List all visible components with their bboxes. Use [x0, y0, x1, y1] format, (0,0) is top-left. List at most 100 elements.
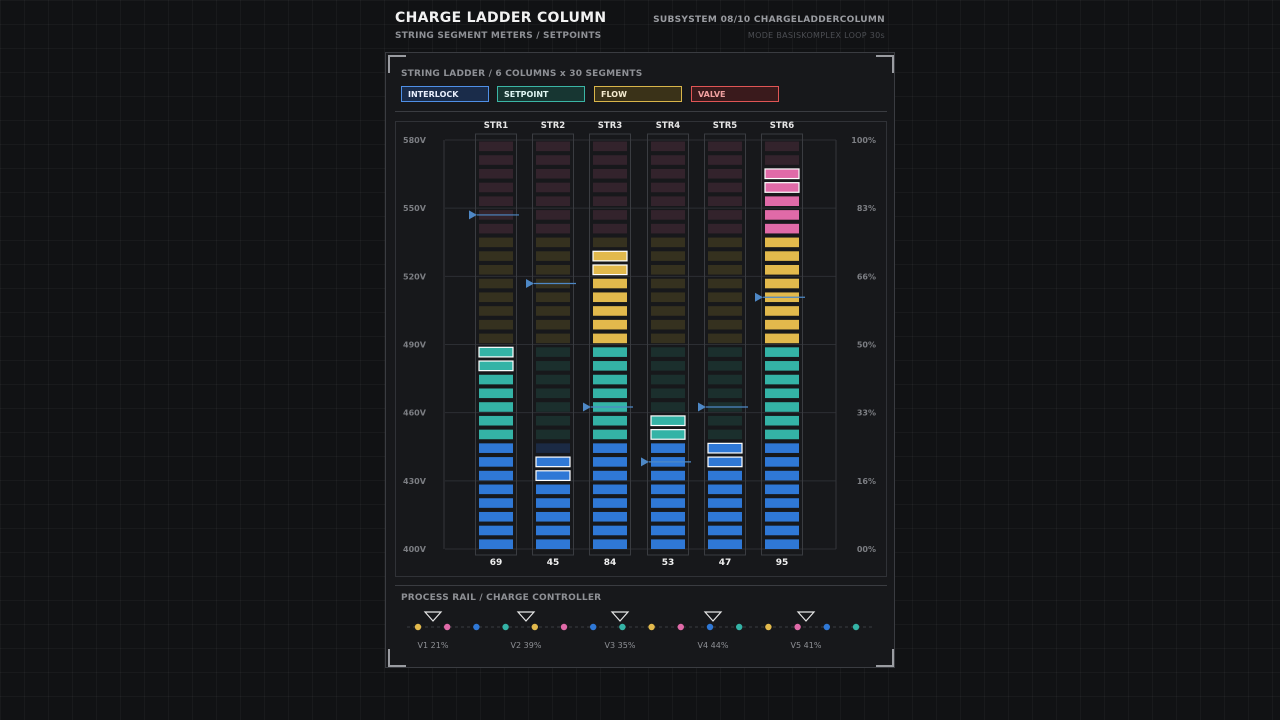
- column-frame: [761, 133, 803, 556]
- segment: [707, 442, 743, 454]
- column-header: STR5: [713, 121, 737, 131]
- segment: [708, 306, 742, 316]
- segment: [593, 457, 627, 467]
- segment: [536, 388, 570, 399]
- rail-node: [765, 623, 772, 631]
- segment: [536, 319, 570, 330]
- left-axis-tick: 580V: [403, 136, 427, 145]
- segment: [593, 361, 627, 371]
- segment: [536, 223, 570, 234]
- segment: [651, 319, 685, 330]
- segment: [535, 470, 571, 481]
- segment: [765, 498, 799, 508]
- segment: [765, 470, 799, 481]
- segment: [479, 511, 513, 522]
- segment: [651, 443, 685, 453]
- segment: [593, 210, 627, 220]
- segment: [708, 210, 742, 220]
- segment: [765, 210, 799, 220]
- segment: [708, 292, 742, 303]
- segment: [651, 388, 685, 399]
- segment: [593, 539, 627, 549]
- left-axis-tick: 550V: [403, 204, 427, 213]
- corner-bracket-br: [876, 649, 894, 667]
- segment: [593, 306, 627, 316]
- segment: [593, 443, 627, 453]
- valve-label: V3 35%: [605, 641, 636, 650]
- segment: [479, 374, 513, 385]
- segment: [651, 182, 685, 193]
- valve-icon: [516, 611, 536, 622]
- segment: [708, 196, 742, 206]
- segment: [651, 347, 685, 357]
- segment: [651, 237, 685, 248]
- ladder-chart-frame: [395, 121, 887, 577]
- segment: [479, 306, 513, 316]
- segment: [765, 333, 799, 344]
- segment: [536, 265, 570, 275]
- segment: [708, 525, 742, 536]
- segment: [593, 484, 627, 495]
- valve-icon: [610, 611, 630, 622]
- process-rail: V1 21% V2 39% V3 35% V4 44% V5 41%: [407, 611, 875, 650]
- segment: [593, 292, 627, 303]
- segment: [593, 347, 627, 357]
- segment: [593, 498, 627, 508]
- right-axis-tick: 16%: [857, 477, 876, 486]
- valve-label: V5 41%: [791, 641, 822, 650]
- segment: [708, 265, 742, 275]
- ladder-chart: 580V 100% 550V 83% 520V 66% 490V 50% 460V 33% 430V…: [403, 121, 876, 568]
- segment: [765, 484, 799, 495]
- segment: [479, 429, 513, 440]
- segment: [650, 429, 686, 440]
- segment: [479, 443, 513, 453]
- rail-node: [852, 623, 860, 631]
- segment: [765, 319, 799, 330]
- valve-icon: [703, 611, 723, 622]
- segment: [593, 415, 627, 426]
- segment: [593, 182, 627, 193]
- segment: [765, 223, 799, 234]
- column-frame: [647, 133, 689, 556]
- segment: [593, 388, 627, 399]
- segment: [479, 415, 513, 426]
- valve-icon: [796, 611, 816, 622]
- segment: [479, 470, 513, 481]
- segment: [536, 415, 570, 426]
- segment: [651, 265, 685, 275]
- rail-node: [414, 623, 422, 631]
- segment: [536, 484, 570, 495]
- segment: [593, 168, 627, 179]
- segment: [765, 155, 799, 165]
- rail-node: [560, 623, 568, 631]
- segment: [651, 251, 685, 261]
- right-axis-tick: 66%: [857, 272, 876, 281]
- rail-node: [706, 623, 714, 631]
- left-axis-tick: 430V: [403, 477, 427, 486]
- segment: [708, 415, 742, 426]
- segment: [651, 525, 685, 536]
- segment: [708, 223, 742, 234]
- right-axis-tick: 50%: [857, 341, 876, 350]
- rail-node: [794, 623, 801, 631]
- segment: [479, 498, 513, 508]
- segment: [651, 511, 685, 522]
- segment: [536, 525, 570, 536]
- setpoint-marker: [755, 292, 763, 302]
- rail-node: [648, 623, 655, 631]
- segment: [478, 346, 514, 358]
- segment: [708, 319, 742, 330]
- segment: [536, 251, 570, 261]
- segment: [708, 168, 742, 179]
- segment: [593, 223, 627, 234]
- segment: [708, 333, 742, 344]
- segment: [651, 141, 685, 152]
- segment: [708, 237, 742, 248]
- segment: [708, 141, 742, 152]
- segment: [651, 278, 685, 289]
- column-value: 95: [776, 558, 789, 568]
- segment: [765, 525, 799, 536]
- setpoint-marker: [698, 402, 706, 412]
- column-frame: [475, 133, 517, 556]
- column-header: STR2: [541, 121, 565, 131]
